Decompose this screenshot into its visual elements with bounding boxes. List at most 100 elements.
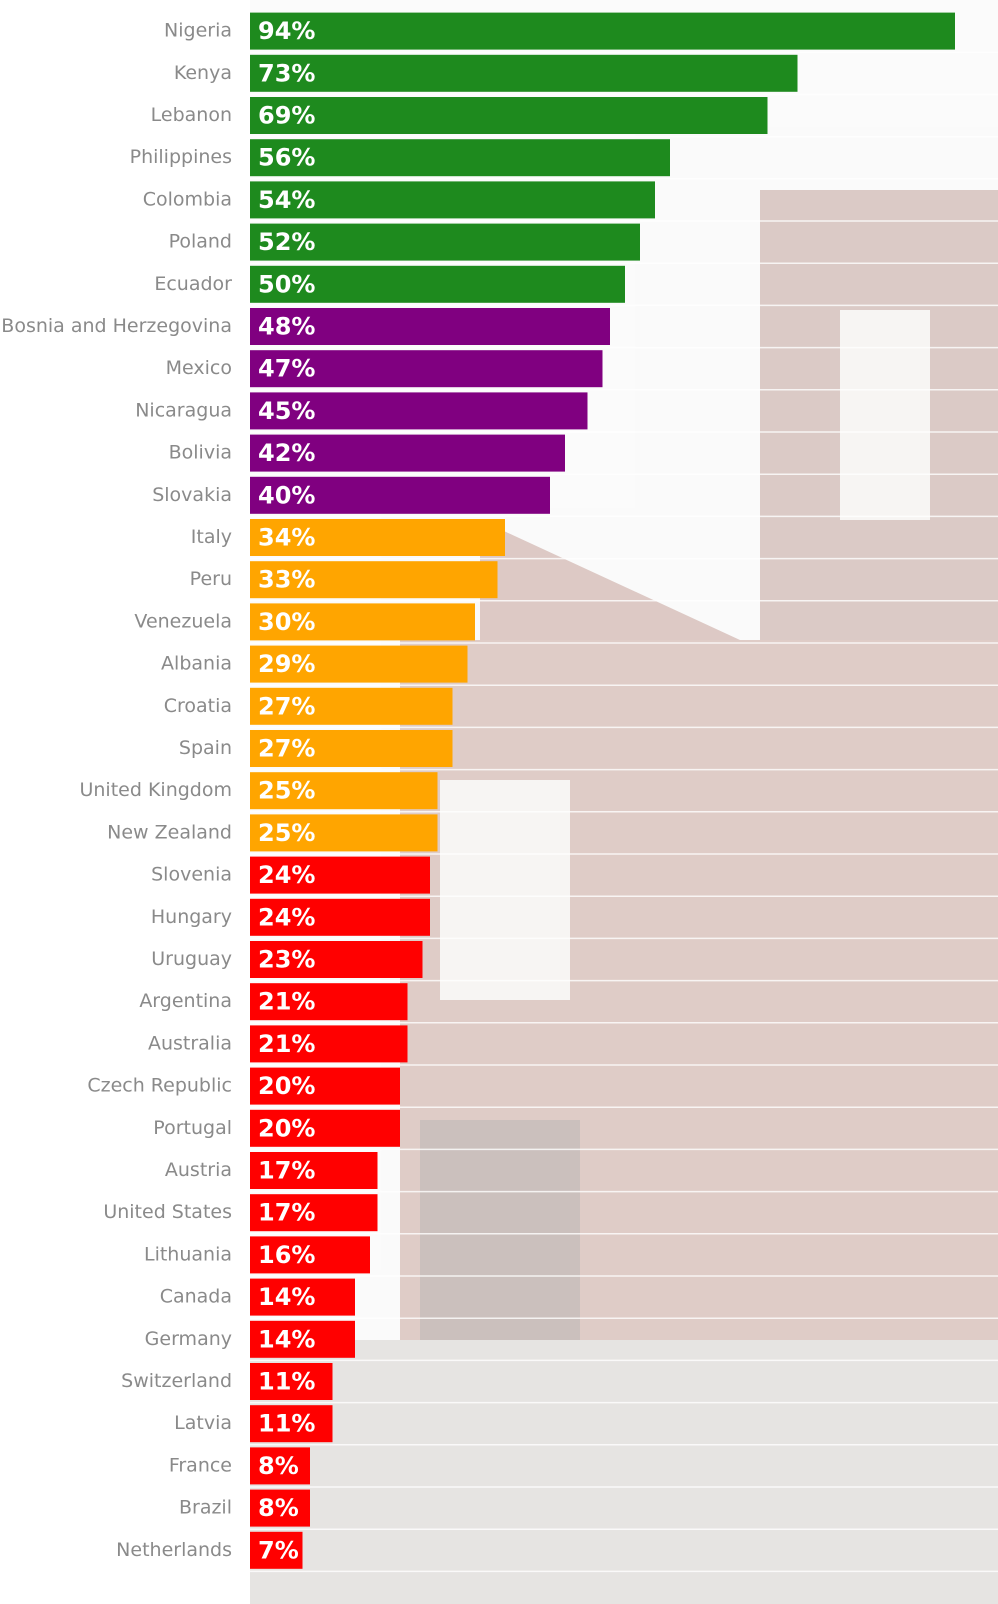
category-label: Latvia <box>174 1412 232 1434</box>
category-label: Portugal <box>153 1117 232 1139</box>
category-label: Switzerland <box>121 1370 232 1392</box>
value-label: 47% <box>258 355 315 383</box>
bar <box>250 898 430 936</box>
value-label: 45% <box>258 397 315 425</box>
value-label: 20% <box>258 1072 315 1100</box>
value-label: 8% <box>258 1494 299 1522</box>
value-label: 11% <box>258 1410 315 1438</box>
category-label: Nigeria <box>164 20 232 42</box>
bar <box>250 814 438 852</box>
value-label: 25% <box>258 819 315 847</box>
bar <box>250 519 505 556</box>
bar <box>250 181 655 219</box>
value-label: 17% <box>258 1157 315 1185</box>
category-label: Peru <box>190 568 232 590</box>
category-label: Netherlands <box>116 1539 232 1561</box>
category-label: Spain <box>179 737 232 759</box>
value-label: 17% <box>258 1199 315 1227</box>
category-label: Poland <box>169 231 232 253</box>
bar <box>250 308 610 345</box>
value-label: 27% <box>258 692 315 720</box>
category-label: Germany <box>145 1328 232 1350</box>
category-label: France <box>169 1454 232 1476</box>
category-label: Nicaragua <box>135 399 232 421</box>
value-label: 8% <box>258 1452 299 1480</box>
category-label: Albania <box>161 653 232 675</box>
bar <box>250 1363 333 1400</box>
bar <box>250 603 475 641</box>
category-label: Australia <box>148 1032 232 1054</box>
category-label: Italy <box>191 526 232 548</box>
category-label: Mexico <box>166 357 232 379</box>
value-label: 48% <box>258 313 315 341</box>
value-label: 34% <box>258 524 315 552</box>
value-label: 29% <box>258 650 315 678</box>
category-label: Venezuela <box>134 610 232 632</box>
bar <box>250 54 798 92</box>
bar <box>250 476 550 514</box>
value-label: 14% <box>258 1325 315 1353</box>
value-label: 23% <box>258 946 315 974</box>
bar <box>250 1236 370 1274</box>
category-label: Philippines <box>130 146 232 168</box>
category-label: New Zealand <box>107 821 232 843</box>
category-label: Colombia <box>143 188 232 210</box>
value-label: 42% <box>258 439 315 467</box>
bar <box>250 1489 310 1527</box>
bar <box>250 1405 333 1443</box>
bar <box>250 730 453 767</box>
value-label: 11% <box>258 1368 315 1396</box>
bar <box>250 1447 310 1485</box>
value-label: 16% <box>258 1241 315 1269</box>
bar <box>250 12 955 50</box>
category-label: Brazil <box>179 1497 232 1519</box>
bar <box>250 1025 408 1063</box>
category-label: Austria <box>165 1159 232 1181</box>
bar <box>250 350 603 388</box>
value-label: 20% <box>258 1114 315 1142</box>
category-label: Uruguay <box>151 948 232 970</box>
value-label: 50% <box>258 270 315 298</box>
bar <box>250 97 768 134</box>
value-label: 73% <box>258 59 315 87</box>
bar <box>250 941 423 978</box>
bar <box>250 1194 378 1232</box>
bar <box>250 856 430 894</box>
bar <box>250 1278 355 1316</box>
bar <box>250 434 565 472</box>
category-label: Hungary <box>151 906 232 928</box>
value-label: 7% <box>258 1536 299 1564</box>
value-label: 40% <box>258 481 315 509</box>
value-label: 14% <box>258 1283 315 1311</box>
category-label: Kenya <box>174 62 232 84</box>
category-label: Canada <box>160 1286 232 1308</box>
value-label: 69% <box>258 102 315 130</box>
value-label: 54% <box>258 186 315 214</box>
category-label: Croatia <box>164 695 232 717</box>
category-label: Slovenia <box>151 864 232 886</box>
category-label: Ecuador <box>154 273 232 295</box>
value-label: 24% <box>258 861 315 889</box>
value-label: 56% <box>258 144 315 172</box>
value-label: 21% <box>258 1030 315 1058</box>
value-label: 33% <box>258 566 315 594</box>
value-label: 25% <box>258 777 315 805</box>
bar <box>250 561 498 599</box>
category-label: Argentina <box>139 990 232 1012</box>
value-label: 21% <box>258 988 315 1016</box>
category-label: United Kingdom <box>79 779 232 801</box>
bar <box>250 1152 378 1189</box>
value-label: 27% <box>258 735 315 763</box>
bar <box>250 1067 400 1105</box>
bar <box>250 772 438 810</box>
value-label: 30% <box>258 608 315 636</box>
bar <box>250 265 625 303</box>
category-label: Slovakia <box>152 484 232 506</box>
bar <box>250 1531 303 1569</box>
bar <box>250 687 453 725</box>
category-label: Czech Republic <box>87 1075 232 1097</box>
category-label: Lebanon <box>151 104 232 126</box>
value-label: 24% <box>258 903 315 931</box>
category-label: Bosnia and Herzegovina <box>1 315 232 337</box>
